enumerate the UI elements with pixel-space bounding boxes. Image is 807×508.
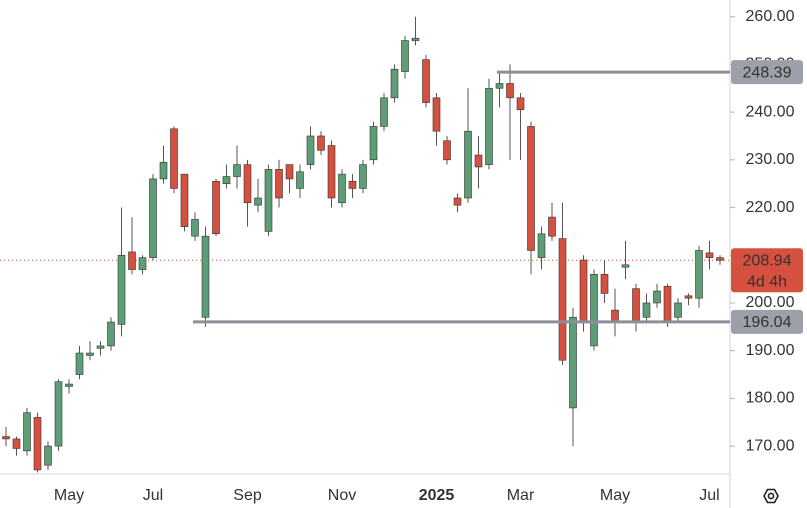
- candle-body: [495, 83, 504, 89]
- candle-body: [432, 97, 441, 132]
- candle-body: [443, 140, 451, 161]
- candle-body: [233, 164, 241, 177]
- candle-body: [506, 83, 514, 99]
- candle-body: [516, 97, 525, 111]
- candle-body: [401, 40, 409, 72]
- candle-body: [359, 164, 367, 189]
- candle-body: [695, 250, 703, 299]
- x-tick-label: Nov: [328, 487, 356, 504]
- settings-dot[interactable]: [767, 492, 775, 500]
- candle-body: [296, 171, 304, 189]
- level-label: 196.04: [743, 314, 792, 331]
- candle-body: [317, 135, 325, 151]
- candle-body: [201, 235, 210, 318]
- candle-body: [674, 302, 682, 318]
- candle-body: [75, 352, 84, 375]
- countdown-label: 4d 4h: [747, 274, 787, 291]
- candle-body: [411, 37, 420, 41]
- x-tick-label: Jul: [699, 487, 719, 504]
- candle-body: [285, 164, 294, 180]
- candle-body: [338, 173, 346, 204]
- y-tick-label: 180.00: [746, 390, 795, 407]
- candle-body: [653, 290, 661, 304]
- candle-body: [275, 169, 283, 199]
- candle-body: [558, 238, 567, 361]
- candle-body: [453, 197, 462, 206]
- x-tick-label: May: [54, 487, 84, 504]
- y-tick-label: 260.00: [746, 8, 795, 25]
- candle-body: [474, 154, 483, 168]
- y-tick-label: 230.00: [746, 151, 795, 168]
- candle-body: [96, 345, 105, 349]
- candle-body: [380, 97, 388, 127]
- y-tick-label: 170.00: [746, 437, 795, 454]
- candle-body: [33, 417, 42, 471]
- candle-body: [117, 254, 126, 325]
- y-tick-label: 240.00: [746, 103, 795, 120]
- candle-body: [632, 288, 640, 323]
- candle-body: [222, 176, 231, 184]
- candle-body: [485, 87, 493, 165]
- candle-body: [191, 219, 199, 237]
- candle-body: [621, 264, 630, 268]
- candle-body: [464, 130, 472, 199]
- candle-body: [107, 321, 115, 347]
- candle-body: [2, 436, 10, 440]
- y-tick-label: 220.00: [746, 199, 795, 216]
- candle-body: [527, 126, 535, 251]
- candle-body: [180, 173, 189, 227]
- candle-body: [579, 259, 588, 323]
- candle-body: [600, 274, 609, 294]
- y-tick-label: 190.00: [746, 342, 795, 359]
- last-price-label: 208.94: [743, 253, 792, 270]
- last-price-box: [731, 248, 803, 293]
- candle-body: [159, 161, 168, 180]
- candle-body: [128, 251, 136, 270]
- settings-hexagon[interactable]: [763, 488, 779, 504]
- candle-body: [138, 257, 147, 270]
- candle-body: [170, 128, 178, 189]
- x-tick-label: Jul: [143, 487, 163, 504]
- candle-body: [590, 274, 598, 347]
- candle-body: [12, 438, 21, 449]
- candle-body: [327, 145, 336, 199]
- candle-body: [65, 383, 73, 387]
- candle-body: [348, 180, 357, 189]
- candle-body: [569, 316, 577, 409]
- x-tick-label: Mar: [507, 487, 535, 504]
- candle-body: [149, 178, 157, 258]
- candle-body: [390, 68, 399, 99]
- y-tick-label: 200.00: [746, 294, 795, 311]
- level-label: 248.39: [743, 64, 792, 81]
- x-tick-label: 2025: [419, 487, 455, 504]
- candle-body: [23, 412, 31, 452]
- candle-body: [254, 197, 262, 206]
- candle-body: [243, 164, 252, 204]
- candle-body: [212, 180, 220, 235]
- x-tick-label: Sep: [233, 487, 262, 504]
- x-tick-label: May: [600, 487, 630, 504]
- candle-body: [86, 352, 94, 356]
- level-label-box: [731, 60, 803, 85]
- candle-body: [611, 309, 619, 323]
- candle-body: [264, 169, 273, 232]
- level-label-box: [731, 309, 803, 334]
- candle-body: [537, 233, 546, 258]
- candle-body: [306, 135, 315, 165]
- candle-body: [44, 445, 52, 466]
- candle-body: [663, 285, 672, 323]
- settings-icon[interactable]: [763, 488, 779, 504]
- candle-body: [716, 257, 724, 261]
- candle-body: [54, 381, 63, 447]
- candle-body: [422, 59, 430, 103]
- candle-body: [642, 302, 651, 318]
- candle-body: [705, 252, 714, 258]
- candle-body: [548, 216, 556, 237]
- candle-body: [369, 126, 378, 161]
- candle-body: [684, 295, 693, 299]
